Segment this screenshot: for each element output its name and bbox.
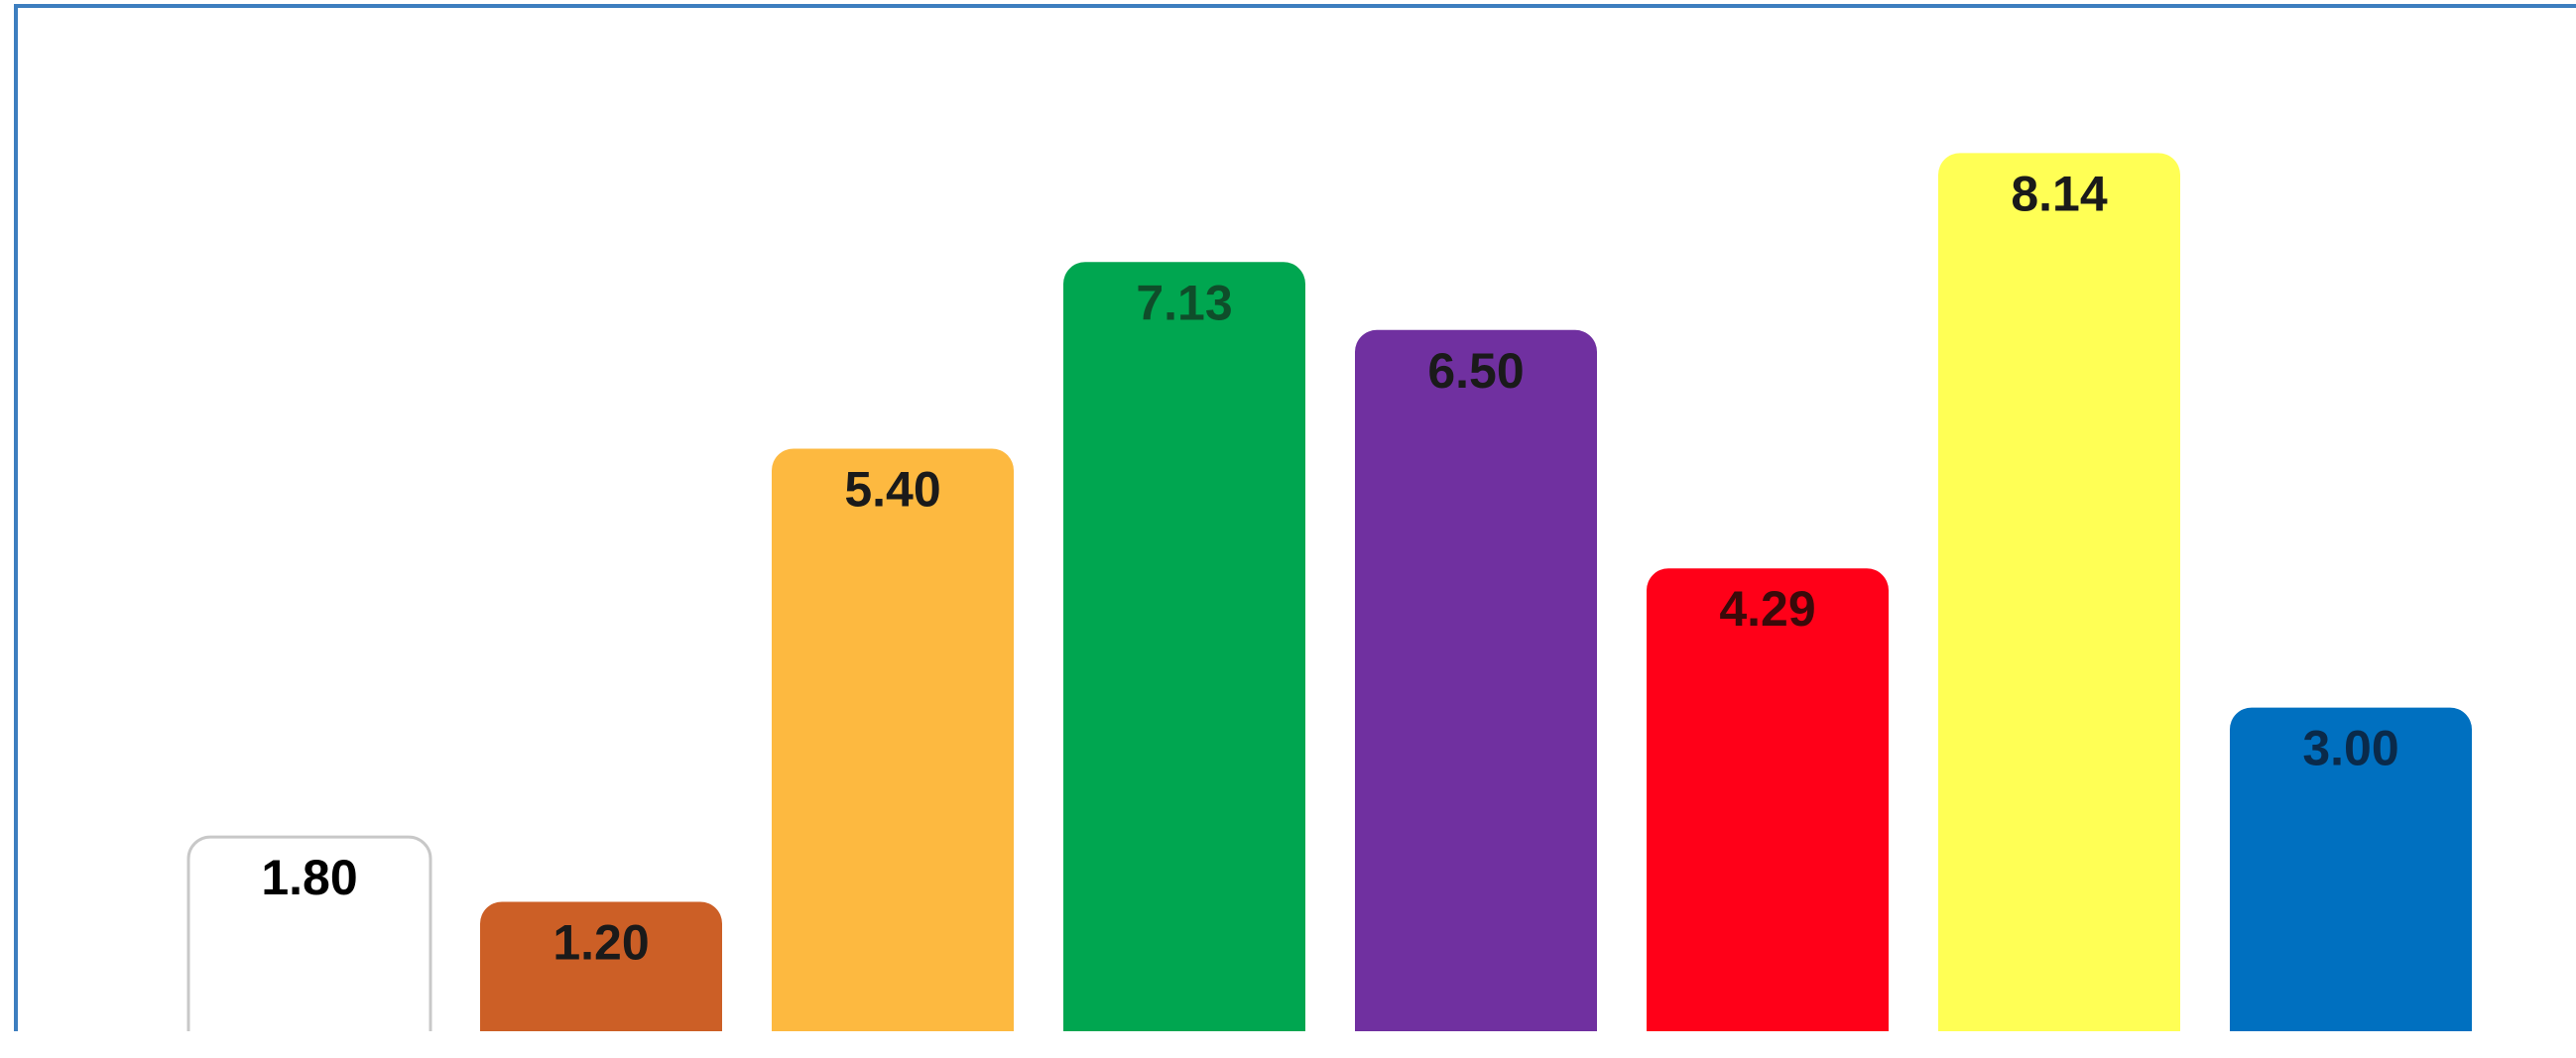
bar-value-label-8: 3.00 [2302, 721, 2398, 776]
bar-8 [2230, 707, 2472, 1053]
value-labels-group: 1.80 1.20 5.40 7.13 6.50 4.29 8.14 3.00 [261, 166, 2398, 970]
bar-value-label-5: 6.50 [1427, 343, 1524, 399]
bar-6 [1647, 568, 1889, 1053]
bar-7 [1938, 153, 2180, 1054]
bar-5 [1355, 329, 1597, 1053]
bar-value-label-4: 7.13 [1136, 275, 1232, 330]
baseline-mask [0, 1031, 2576, 1058]
bar-3 [772, 448, 1014, 1054]
bar-value-label-3: 5.40 [844, 461, 940, 517]
bar-4 [1063, 262, 1305, 1054]
bar-value-label-2: 1.20 [552, 914, 649, 970]
bar-value-label-1: 1.80 [261, 850, 357, 905]
bar-value-label-7: 8.14 [2011, 166, 2108, 221]
bar-2 [480, 901, 722, 1053]
bar-value-label-6: 4.29 [1719, 581, 1815, 637]
bars-group [0, 153, 2576, 1058]
